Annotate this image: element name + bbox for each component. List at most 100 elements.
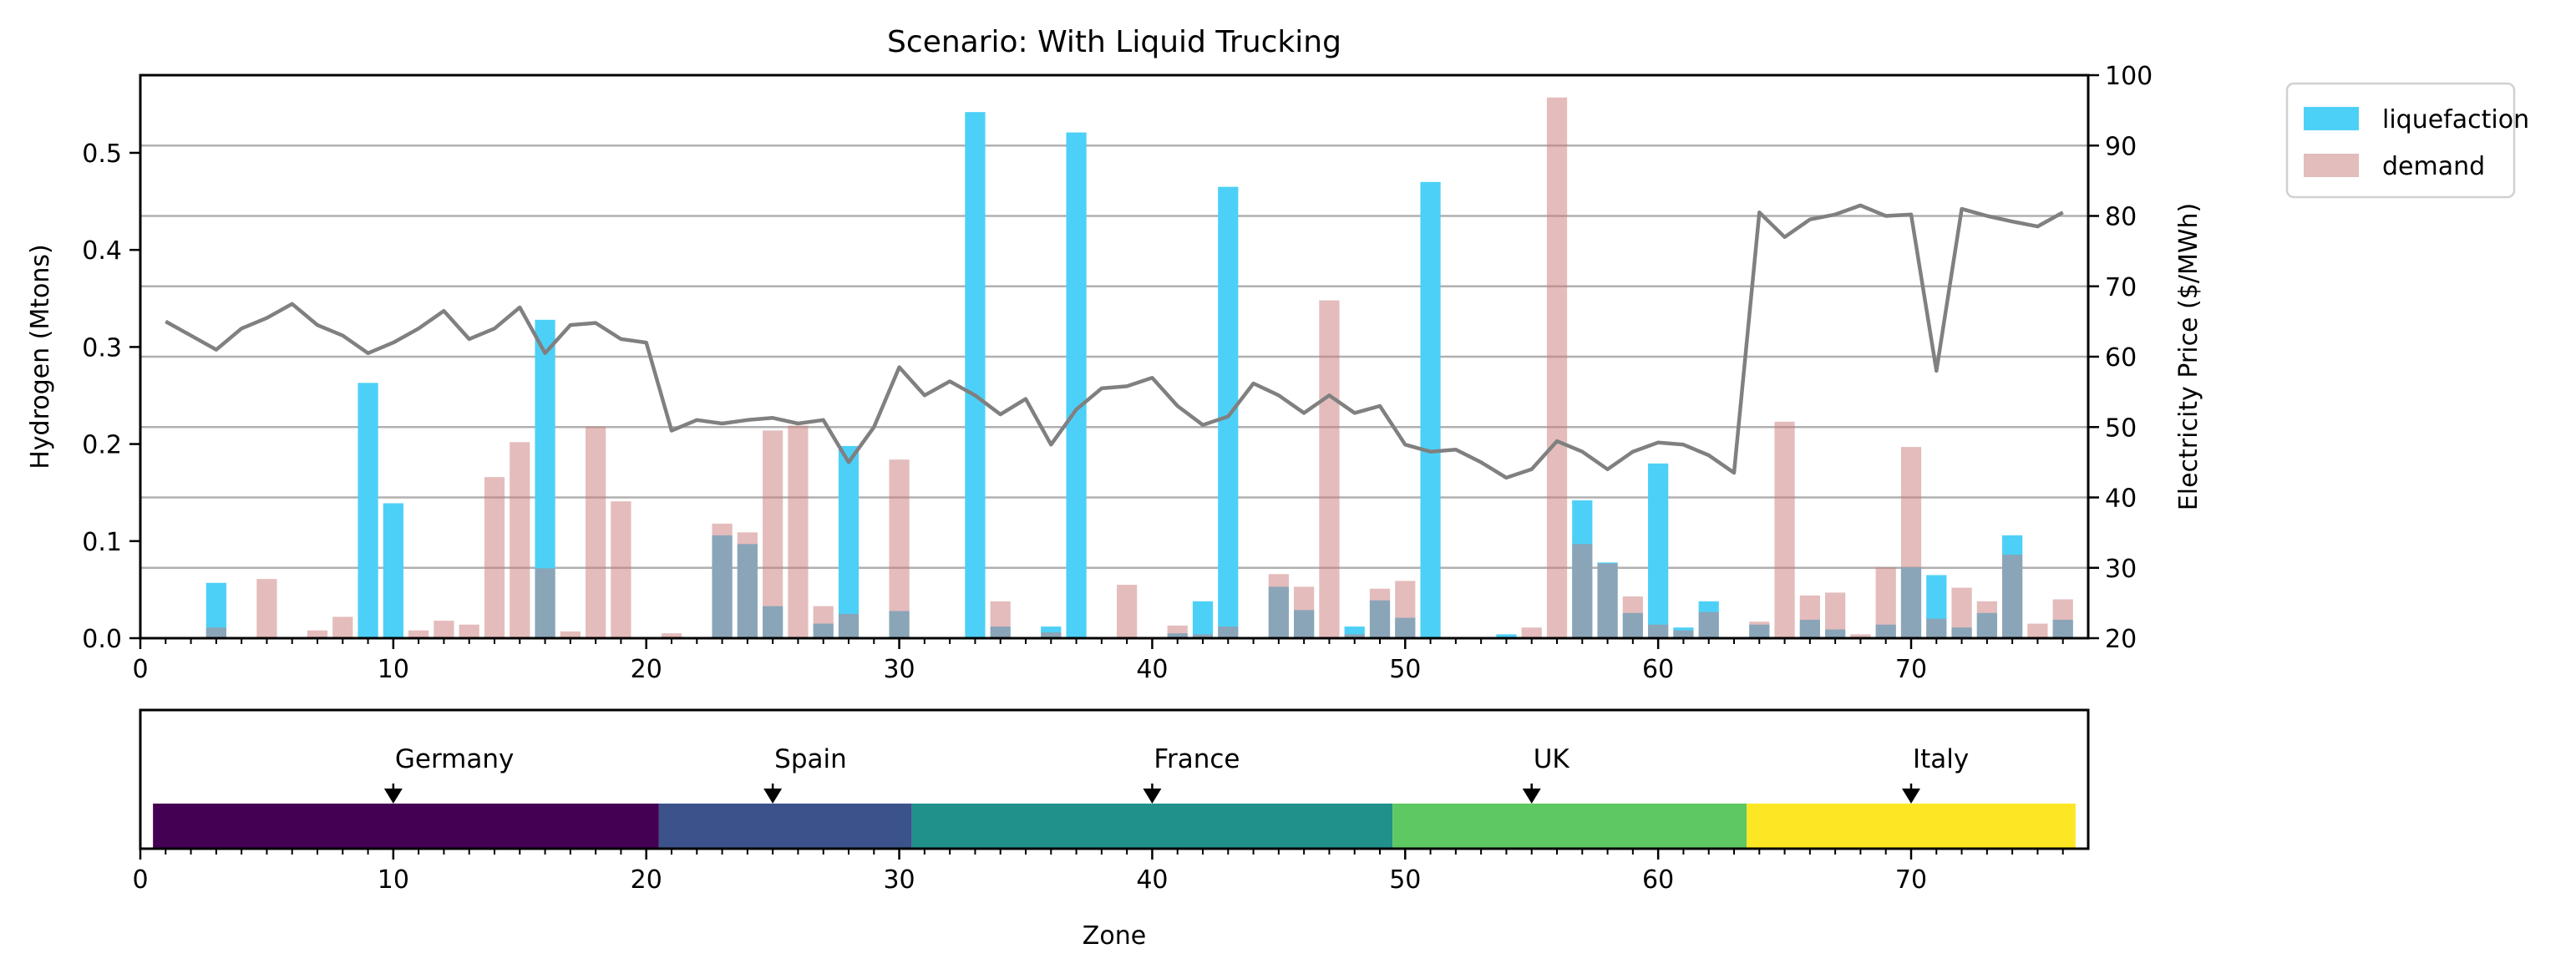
- demand-bar: [256, 579, 277, 638]
- demand-bar: [1648, 624, 1669, 638]
- demand-bar: [535, 568, 555, 638]
- y-tick-label: 0.2: [82, 431, 122, 460]
- zone-tick-label: 10: [378, 865, 409, 895]
- demand-bar: [788, 425, 809, 638]
- liquefaction-bar: [1066, 132, 1087, 638]
- x-tick-label: 20: [631, 655, 662, 684]
- demand-bar: [813, 606, 834, 638]
- zone-tick-label: 30: [883, 865, 915, 895]
- y2-axis-label: Electricity Price ($/MWh): [2174, 203, 2203, 510]
- zone-tick-label: 70: [1895, 865, 1927, 895]
- y2-tick-label: 50: [2105, 413, 2137, 443]
- demand-bar: [838, 613, 860, 638]
- zone-segment: [911, 804, 1393, 849]
- chart-title: Scenario: With Liquid Trucking: [887, 25, 1341, 59]
- demand-bar: [1192, 634, 1214, 638]
- demand-bar: [712, 523, 733, 638]
- legend: liquefaction demand: [2285, 82, 2529, 199]
- demand-bar: [1167, 625, 1188, 638]
- demand-bar: [1521, 627, 1542, 638]
- country-label: Italy: [1913, 744, 1969, 774]
- y2-tick-label: 60: [2105, 343, 2137, 373]
- demand-bar: [2052, 599, 2073, 638]
- y2-tick-label: 70: [2105, 273, 2137, 302]
- demand-bar: [2027, 623, 2048, 638]
- demand-bar: [1546, 97, 1568, 638]
- demand-bar: [889, 459, 910, 638]
- demand-bar: [763, 430, 783, 638]
- country-marker: [1522, 789, 1541, 804]
- liquefaction-bar: [1496, 634, 1517, 638]
- zone-tick-label: 20: [631, 865, 662, 895]
- legend-label: liquefaction: [2382, 105, 2529, 134]
- y-tick-label: 0.4: [82, 236, 122, 266]
- country-marker: [383, 789, 403, 804]
- liquefaction-bar: [838, 445, 860, 638]
- demand-bar: [1850, 634, 1871, 638]
- demand-bar: [1268, 574, 1289, 638]
- strip-frame: [139, 708, 2090, 850]
- liquefaction-bar: [1218, 186, 1239, 638]
- zone-segment: [1747, 804, 2076, 849]
- y2-tick-label: 30: [2105, 555, 2137, 584]
- y2-tick-label: 80: [2105, 203, 2137, 232]
- country-marker: [1902, 789, 1920, 804]
- demand-bar: [205, 627, 226, 638]
- legend-swatch: [2304, 154, 2359, 177]
- x-tick-label: 10: [378, 655, 409, 684]
- country-marker: [763, 789, 783, 804]
- demand-bar: [1369, 588, 1391, 638]
- y-tick-label: 0.3: [82, 333, 122, 363]
- demand-bar: [611, 501, 631, 638]
- x-tick-label: 0: [132, 655, 148, 684]
- demand-bar: [1218, 626, 1239, 638]
- hydrogen-price-chart: 0 10 20 30 40 50 60 70 0.0 0.1 0.2 0.3 0.4 0.5 20 30 40 5…: [26, 25, 2203, 684]
- x-tick-label: 40: [1136, 655, 1168, 684]
- x-tick-label: 70: [1895, 655, 1927, 684]
- demand-bar: [1572, 544, 1593, 638]
- liquefaction-bar: [1420, 181, 1441, 639]
- demand-bar: [434, 621, 454, 638]
- demand-bar: [1698, 611, 1719, 638]
- demand-bar: [1622, 596, 1643, 638]
- country-label: France: [1154, 744, 1240, 774]
- demand-bar: [1395, 581, 1416, 638]
- liquefaction-bar: [965, 112, 986, 638]
- demand-bar: [307, 630, 328, 638]
- country-marker: [1143, 789, 1162, 804]
- demand-bar: [1344, 634, 1365, 638]
- demand-bar: [1825, 592, 1846, 638]
- demand-bar: [1597, 563, 1618, 638]
- liquefaction-bar: [357, 383, 378, 638]
- zone-country-strip: Germany Spain France UK Italy 0 10 20 30 40 50 60 70…: [132, 708, 2090, 951]
- demand-bar: [737, 532, 758, 638]
- y-tick-label: 0.5: [82, 139, 122, 169]
- demand-bar: [1900, 447, 1922, 638]
- electricity-price-line: [165, 203, 2064, 480]
- demand-bar: [1041, 632, 1062, 638]
- demand-bar: [990, 601, 1011, 638]
- y2-tick-label: 90: [2105, 132, 2137, 161]
- zone-tick-label: 50: [1389, 865, 1421, 895]
- demand-bar: [586, 426, 606, 638]
- y-tick-label: 0.1: [82, 528, 122, 557]
- y-tick-label: 0.0: [82, 625, 122, 654]
- liquefaction-bar: [383, 503, 403, 638]
- demand-bar: [510, 442, 530, 638]
- zone-axis-label: Zone: [1083, 921, 1146, 951]
- demand-bar: [1673, 630, 1694, 638]
- country-label: UK: [1534, 744, 1570, 774]
- y-axis-label: Hydrogen (Mtons): [26, 244, 55, 469]
- y2-tick-label: 40: [2105, 484, 2137, 514]
- y2-tick-label: 100: [2105, 62, 2153, 91]
- legend-label: demand: [2382, 152, 2485, 181]
- demand-bar: [1294, 586, 1315, 638]
- zone-segment: [1392, 804, 1747, 849]
- demand-bar: [459, 624, 479, 638]
- demand-bar: [1951, 587, 1972, 638]
- x-tick-label: 50: [1389, 655, 1421, 684]
- legend-swatch: [2304, 107, 2359, 130]
- demand-bar: [1749, 621, 1770, 638]
- demand-bar: [560, 631, 581, 638]
